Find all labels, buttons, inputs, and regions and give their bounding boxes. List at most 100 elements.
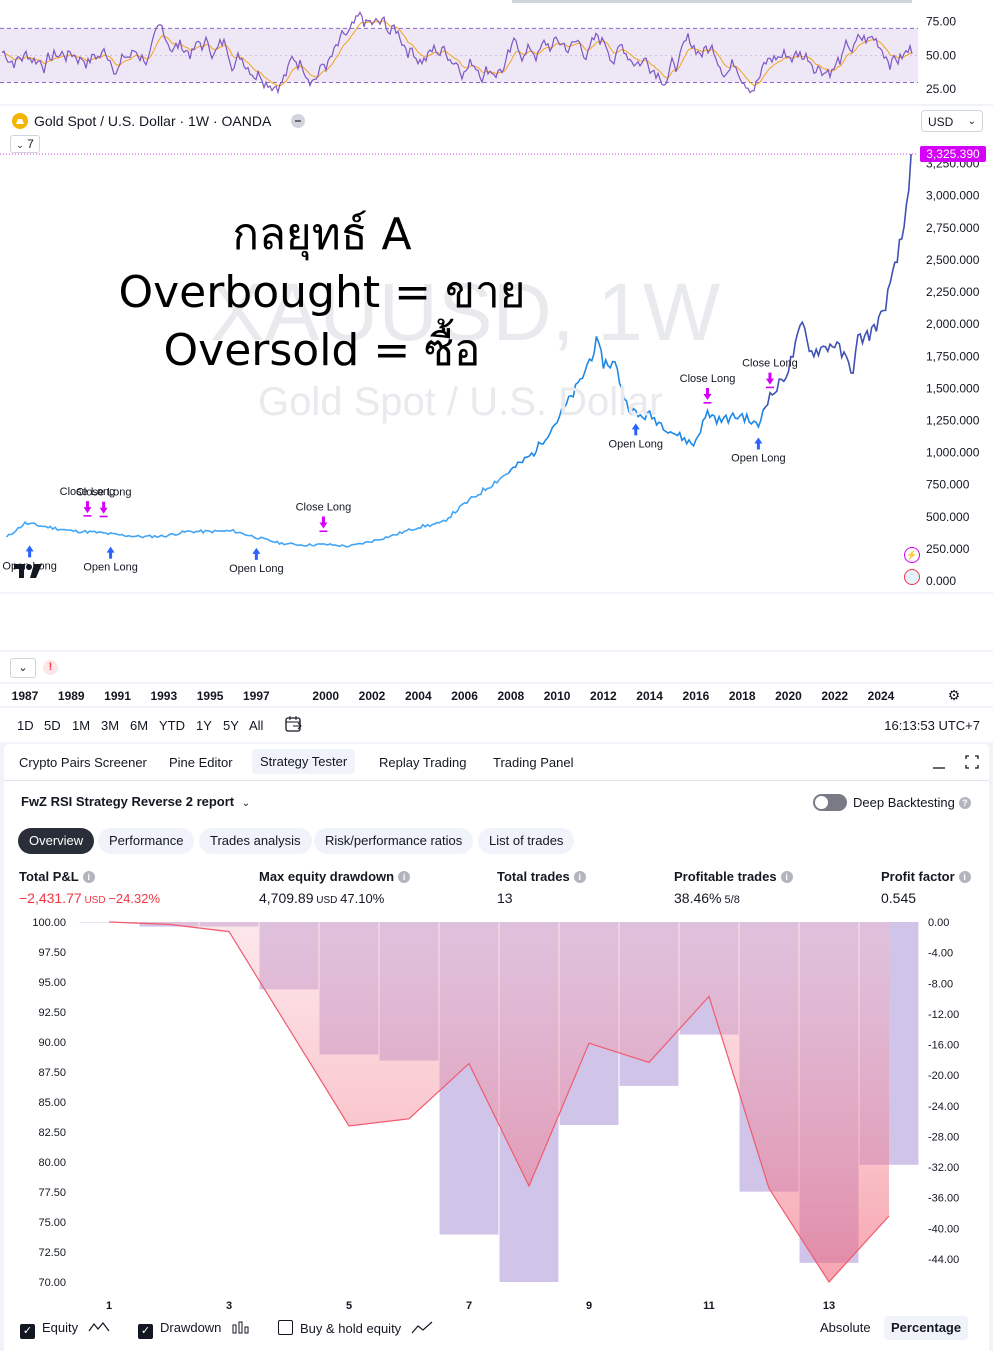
rsi-pane[interactable]: 75.00 50.00 25.00 [0,0,993,104]
symbol-status-icon[interactable] [291,114,306,128]
pane-resize-handle[interactable] [512,0,912,3]
close-long-marker[interactable] [83,501,92,517]
scale-absolute-button[interactable]: Absolute [820,1320,871,1335]
metric-extra: 47.10% [340,891,385,906]
close-long-marker[interactable] [99,501,108,518]
deep-backtesting-toggle[interactable] [813,794,847,811]
equity-line [108,921,890,1283]
empty-pane [0,594,993,650]
report-tab-list-of-trades[interactable]: List of trades [478,828,575,854]
open-long-marker[interactable] [252,547,261,560]
time-axis-label: 2016 [682,689,710,703]
trade-label: Close Long [296,501,352,513]
time-axis-label: 2014 [636,689,663,703]
axis-settings-gear-icon[interactable]: ⚙ [947,687,961,703]
line-icon [88,1322,110,1332]
open-long-marker[interactable] [106,546,115,559]
open-long-marker[interactable] [25,545,34,558]
collapse-chevron-icon[interactable]: ⌄ [10,658,36,678]
range-button-1d[interactable]: 1D [17,718,34,733]
report-tab-performance[interactable]: Performance [98,828,195,854]
price-chart: 3,250.0003,000.0002,750.0002,500.0002,25… [0,153,980,588]
currency-value: USD [928,115,954,129]
close-long-marker[interactable] [765,372,774,389]
drawdown-axis-label: -16.00 [928,1040,959,1052]
metric-value: 38.46% 5/8 [674,890,740,906]
price-pane[interactable]: 3,250.000 3,000.000 2,750.000 2,500.000 2,25… [0,106,993,592]
metric-value: 0.545 [881,890,916,906]
metric-label-text: Total P&L [19,869,79,884]
report-tab-overview[interactable]: Overview [18,828,95,854]
range-button-all[interactable]: All [249,718,264,733]
time-axis-label: 2022 [821,689,849,703]
info-icon[interactable]: i [82,871,95,883]
legend-label: Buy & hold equity [300,1321,402,1336]
metric-label-text: Profit factor [881,869,955,884]
panel-tab-strategy-tester[interactable]: Strategy Tester [252,749,356,774]
strategy-overlay-text: กลยุทธ์ A Overbought = ขาย Oversold = ซื… [0,206,644,380]
symbol-legend[interactable]: Gold Spot / U.S. Dollar · 1W · OANDA [12,112,306,130]
info-icon[interactable]: i [780,871,793,883]
range-button-3m[interactable]: 3M [101,718,120,733]
metric-label-text: Profitable trades [674,869,777,884]
trade-label: Close Long [60,486,116,498]
metric-label: Profit factor i [881,869,971,884]
drawdown-axis-label: -12.00 [928,1009,959,1021]
info-icon[interactable]: i [573,871,586,883]
deep-backtesting-text: Deep Backtesting [853,795,955,810]
report-tab-trades-analysis[interactable]: Trades analysis [199,828,312,854]
report-title-dropdown[interactable]: FwZ RSI Strategy Reverse 2 report ⌄ [21,794,250,809]
trade-label: Open Long [229,563,283,575]
trade-label: Open Long [83,562,137,574]
gold-logo-icon [12,113,28,129]
rsi-axis-label: 25.00 [926,82,956,96]
help-icon[interactable]: ? [958,797,971,809]
panel-tab-trading-panel[interactable]: Trading Panel [493,755,574,770]
range-button-5d[interactable]: 5D [44,718,61,733]
flag-icon[interactable] [904,569,920,585]
close-long-marker[interactable] [319,516,328,533]
open-long-marker[interactable] [754,437,763,450]
panel-tab-crypto-pairs-screener[interactable]: Crypto Pairs Screener [19,755,147,770]
go-to-date-icon[interactable] [285,716,303,732]
range-button-6m[interactable]: 6M [130,718,149,733]
info-icon[interactable]: i [398,871,411,883]
price-axis-label: 2,500.000 [926,253,980,267]
close-long-marker[interactable] [703,388,712,404]
legend-label: Drawdown [160,1320,222,1335]
time-axis-label: 1991 [104,689,131,703]
legend-buy-hold[interactable]: Buy & hold equity [278,1320,433,1336]
indicators-count: 7 [27,137,34,151]
panel-tab-replay-trading[interactable]: Replay Trading [379,755,467,770]
legend-equity[interactable]: ✓ Equity [20,1320,110,1339]
checkbox-unchecked-icon[interactable] [278,1320,293,1335]
overlay-line-2: Overbought = ขาย [118,267,526,318]
open-long-marker[interactable] [631,423,640,436]
range-button-1m[interactable]: 1M [72,718,91,733]
checkbox-checked-icon[interactable]: ✓ [20,1324,35,1339]
legend-drawdown[interactable]: ✓ Drawdown [138,1320,251,1339]
drawdown-axis-label: -36.00 [928,1193,959,1205]
report-tab-risk-performance-ratios[interactable]: Risk/performance ratios [314,828,474,854]
info-icon[interactable]: i [958,871,971,883]
trade-number-label: 11 [703,1300,715,1310]
tradingview-logo[interactable] [14,562,44,586]
scale-percentage-button[interactable]: Percentage [884,1316,969,1340]
time-axis-label: 1993 [150,689,178,703]
time-axis[interactable]: 1987 1989 1991 1993 1995 1997 2000 2002 2004 2006… [0,684,993,706]
alert-icon[interactable]: ⚡ [904,547,920,563]
clock[interactable]: 16:13:53 UTC+7 [884,718,980,733]
maximize-icon[interactable] [964,754,980,770]
minimize-icon[interactable] [932,756,946,770]
checkbox-checked-icon[interactable]: ✓ [138,1324,153,1339]
indicators-toggle-button[interactable]: ⌄ 7 [10,135,40,153]
panel-tab-pine-editor[interactable]: Pine Editor [169,755,233,770]
range-button-ytd[interactable]: YTD [159,718,185,733]
warning-icon[interactable]: ! [43,660,58,675]
time-axis-label: 2024 [867,689,895,703]
range-button-1y[interactable]: 1Y [196,718,212,733]
currency-select[interactable]: USD ⌄ [921,110,983,132]
price-axis-label: 1,000.000 [926,446,980,460]
range-button-5y[interactable]: 5Y [223,718,239,733]
metric-label-text: Max equity drawdown [259,869,395,884]
